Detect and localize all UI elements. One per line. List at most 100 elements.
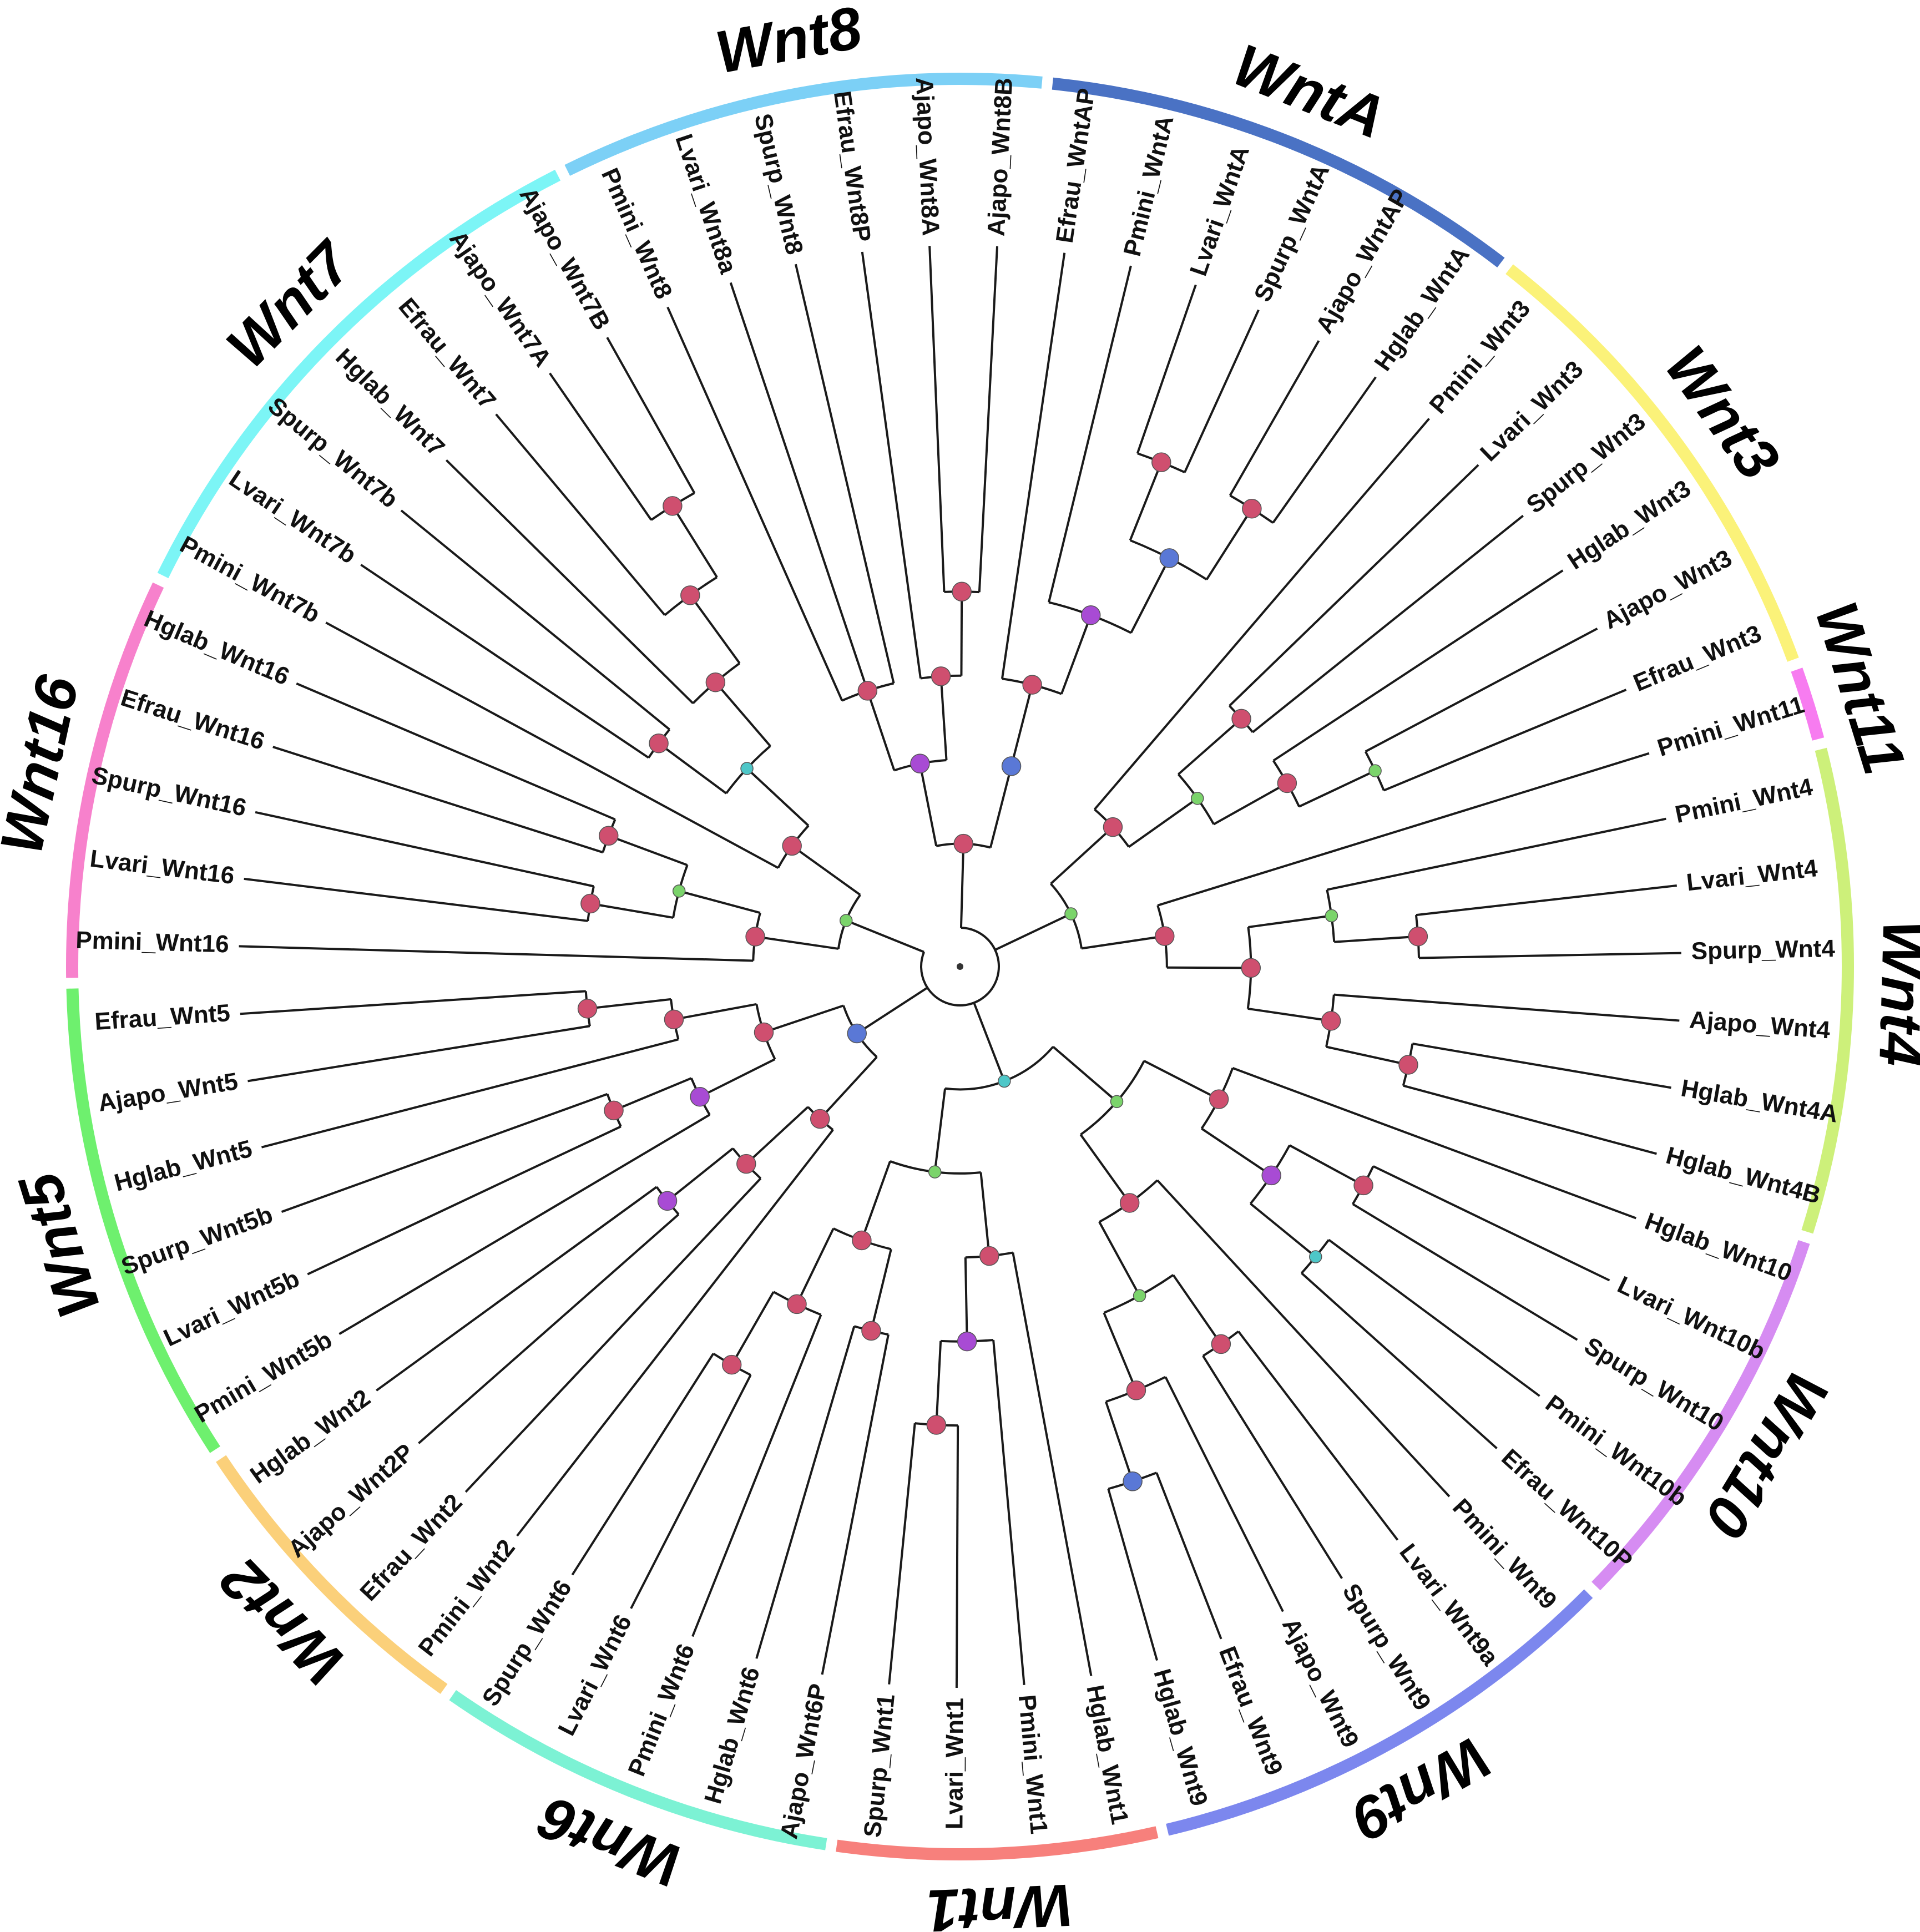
support-node bbox=[861, 1321, 881, 1341]
tree-branch bbox=[1326, 1045, 1409, 1066]
support-node bbox=[754, 1022, 774, 1043]
tree-branch bbox=[418, 1213, 680, 1444]
tree-branch bbox=[978, 246, 999, 593]
tree-branch bbox=[689, 594, 741, 664]
support-node bbox=[721, 1354, 742, 1375]
tree-branch bbox=[856, 987, 928, 1035]
support-node bbox=[1353, 1175, 1373, 1196]
tree-branch bbox=[1164, 1376, 1284, 1612]
leaf-label: Hglab_Wnt10 bbox=[1641, 1207, 1796, 1287]
support-node bbox=[1133, 1289, 1146, 1302]
tree-branch bbox=[964, 1257, 968, 1342]
tree-branch bbox=[1229, 464, 1479, 707]
leaf-label: Spurp_Wnt16 bbox=[89, 761, 249, 822]
tree-branch bbox=[755, 1326, 856, 1659]
leaf-label: Lvari_Wnt8a bbox=[670, 131, 742, 277]
tree-branch bbox=[1237, 1331, 1399, 1541]
tree-branch bbox=[845, 919, 924, 953]
tree-branch bbox=[281, 1093, 608, 1213]
tree-branch bbox=[1412, 1042, 1671, 1089]
tree-branch bbox=[571, 1353, 715, 1576]
leaf-label: Spurp_Wnt8 bbox=[749, 111, 809, 257]
tree-branch bbox=[464, 1177, 762, 1493]
tree-branch bbox=[247, 1025, 590, 1083]
tree-branch bbox=[1128, 797, 1198, 848]
tree-branch bbox=[992, 1339, 1025, 1686]
leaf-label: Ajapo_Wnt8A bbox=[911, 77, 944, 236]
clade-band bbox=[1801, 747, 1854, 1234]
support-node bbox=[952, 581, 972, 602]
support-node bbox=[1190, 792, 1204, 805]
tree-branch bbox=[791, 844, 861, 896]
tree-branch bbox=[1098, 1221, 1141, 1297]
tree-branch bbox=[1272, 376, 1377, 524]
tree-branch bbox=[939, 676, 948, 761]
tree-branch bbox=[1418, 952, 1681, 959]
support-node bbox=[979, 1246, 999, 1266]
leaf-label: Ajapo_Wnt6P bbox=[775, 1681, 832, 1841]
clade-band-layer bbox=[66, 73, 1854, 1860]
leaf-label: Pmini_Wnt11 bbox=[1654, 691, 1807, 762]
support-node bbox=[1103, 817, 1123, 837]
tree-branch bbox=[261, 1038, 679, 1149]
support-node bbox=[782, 836, 802, 856]
tree-branch bbox=[1079, 1134, 1131, 1204]
tree-branch bbox=[1301, 1272, 1498, 1449]
leaf-label: Spurp_Wnt4 bbox=[1691, 935, 1836, 965]
leaf-label: Efrau_Wnt9 bbox=[1214, 1643, 1288, 1779]
leaf-label: Hglab_Wnt6 bbox=[699, 1664, 765, 1807]
leaf-label: Pmini_Wnt4 bbox=[1673, 773, 1815, 829]
tree-branch bbox=[933, 1088, 947, 1172]
leaf-label: Lvari_Wnt7b bbox=[224, 465, 361, 569]
leaf-label: Ajapo_Wnt5 bbox=[96, 1068, 240, 1117]
support-node bbox=[1022, 675, 1042, 695]
tree-branch bbox=[1202, 1355, 1343, 1579]
support-node bbox=[852, 1230, 872, 1251]
leaf-label: Efrau_Wnt3 bbox=[1630, 620, 1766, 697]
tree-branch bbox=[606, 337, 696, 494]
tree-branch bbox=[860, 1161, 891, 1241]
leaf-label: Pmini_Wnt2 bbox=[413, 1534, 521, 1661]
leaf-label: Lvari_Wnt10b bbox=[1613, 1271, 1769, 1365]
leaf-label: Hglab_Wnt5 bbox=[112, 1135, 255, 1197]
tree-branch bbox=[1184, 309, 1260, 473]
tree-branch bbox=[666, 1147, 734, 1202]
tree-branch bbox=[955, 1425, 959, 1688]
leaf-label: Lvari_Wnt9a bbox=[1394, 1539, 1504, 1671]
tree-branch bbox=[307, 1125, 622, 1276]
tree-branch bbox=[587, 998, 671, 1010]
leaf-label: Spurp_Wnt9 bbox=[1337, 1579, 1437, 1716]
leaf-label: Lvari_Wnt6 bbox=[553, 1610, 637, 1739]
support-node bbox=[736, 1154, 756, 1174]
tree-branch bbox=[1001, 252, 1066, 679]
clade-label: Wnt2 bbox=[208, 1546, 357, 1698]
leaf-label: Hglab_Wnt4B bbox=[1663, 1142, 1823, 1210]
tree-branch bbox=[590, 902, 674, 919]
clade-band bbox=[1591, 1240, 1810, 1591]
tree-branch bbox=[1156, 1179, 1451, 1498]
leaf-label: Efrau_Wnt2 bbox=[355, 1489, 467, 1606]
support-node bbox=[664, 1009, 684, 1030]
clade-band bbox=[1166, 1589, 1593, 1836]
leaf-label: Pmini_Wnt7b bbox=[175, 531, 324, 629]
tree-branch bbox=[959, 843, 965, 928]
tree-branch bbox=[244, 877, 588, 922]
clade-band bbox=[1791, 667, 1825, 741]
tree-branch bbox=[1333, 993, 1680, 1022]
tree-branch bbox=[960, 591, 963, 676]
leaf-label: Pmini_Wnt6 bbox=[623, 1640, 700, 1780]
support-node bbox=[1325, 909, 1338, 923]
support-node bbox=[740, 762, 754, 775]
support-node bbox=[649, 733, 669, 753]
support-node bbox=[931, 666, 951, 686]
leaf-label: Spurp_Wnt6 bbox=[477, 1575, 577, 1711]
tree-edge-layer bbox=[239, 246, 1681, 1688]
leaf-label: Lvari_Wnt1 bbox=[941, 1698, 968, 1829]
tree-branch bbox=[1103, 1312, 1138, 1391]
leaf-label: Lvari_Wnt16 bbox=[88, 845, 236, 889]
leaf-label: Efrau_Wnt8P bbox=[828, 89, 876, 244]
clade-label: Wnt3 bbox=[1653, 333, 1793, 492]
support-node bbox=[1261, 1165, 1281, 1186]
support-node bbox=[1110, 1095, 1124, 1109]
